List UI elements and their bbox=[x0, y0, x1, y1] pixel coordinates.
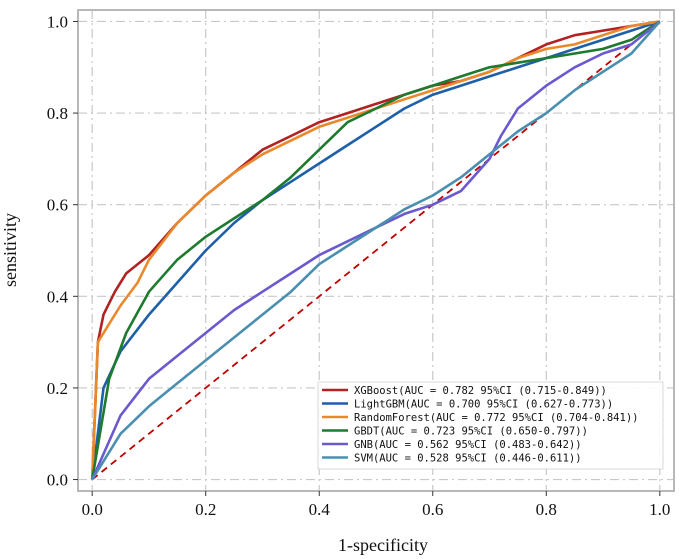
y-axis-ticks: 0.0 0.2 0.4 0.6 0.8 1.0 bbox=[47, 12, 78, 490]
x-tick-label-1: 0.2 bbox=[195, 500, 216, 519]
legend-label-1: LightGBM(AUC = 0.700 95%CI (0.627-0.773)… bbox=[354, 399, 613, 411]
x-tick-label-5: 1.0 bbox=[649, 500, 670, 519]
series-line-3 bbox=[90, 20, 661, 480]
y-tick-label-4: 0.8 bbox=[47, 104, 68, 123]
series-layer bbox=[90, 20, 661, 481]
legend: XGBoost(AUC = 0.782 95%CI (0.715-0.849))… bbox=[317, 381, 664, 470]
series-line-2 bbox=[90, 20, 661, 480]
y-tick-label-0: 0.0 bbox=[47, 471, 68, 490]
legend-label-0: XGBoost(AUC = 0.782 95%CI (0.715-0.849)) bbox=[354, 385, 607, 397]
legend-frame bbox=[317, 381, 664, 470]
y-tick-label-1: 0.2 bbox=[47, 379, 68, 398]
legend-label-2: RandomForest(AUC = 0.772 95%CI (0.704-0.… bbox=[354, 412, 638, 424]
y-tick-label-2: 0.4 bbox=[47, 287, 69, 306]
y-tick-label-5: 1.0 bbox=[47, 12, 68, 31]
legend-label-4: GNB(AUC = 0.562 95%CI (0.483-0.642)) bbox=[354, 439, 582, 451]
reference-diagonal-line bbox=[91, 20, 661, 481]
x-tick-label-4: 0.8 bbox=[536, 500, 557, 519]
legend-label-5: SVM(AUC = 0.528 95%CI (0.446-0.611)) bbox=[354, 453, 582, 465]
y-axis-label: sensitivity bbox=[0, 213, 20, 287]
series-line-5 bbox=[91, 20, 661, 481]
x-tick-label-0: 0.0 bbox=[82, 500, 103, 519]
legend-label-3: GBDT(AUC = 0.723 95%CI (0.650-0.797)) bbox=[354, 426, 588, 438]
x-tick-label-3: 0.6 bbox=[422, 500, 443, 519]
series-line-0 bbox=[90, 20, 661, 480]
x-axis-label: 1-specificity bbox=[338, 535, 428, 555]
series-line-4 bbox=[91, 20, 661, 481]
x-axis-ticks: 0.0 0.2 0.4 0.6 0.8 1.0 bbox=[82, 491, 670, 519]
y-tick-label-3: 0.6 bbox=[47, 196, 68, 215]
series-line-1 bbox=[90, 20, 661, 480]
x-tick-label-2: 0.4 bbox=[309, 500, 331, 519]
plot-frame bbox=[77, 9, 675, 492]
